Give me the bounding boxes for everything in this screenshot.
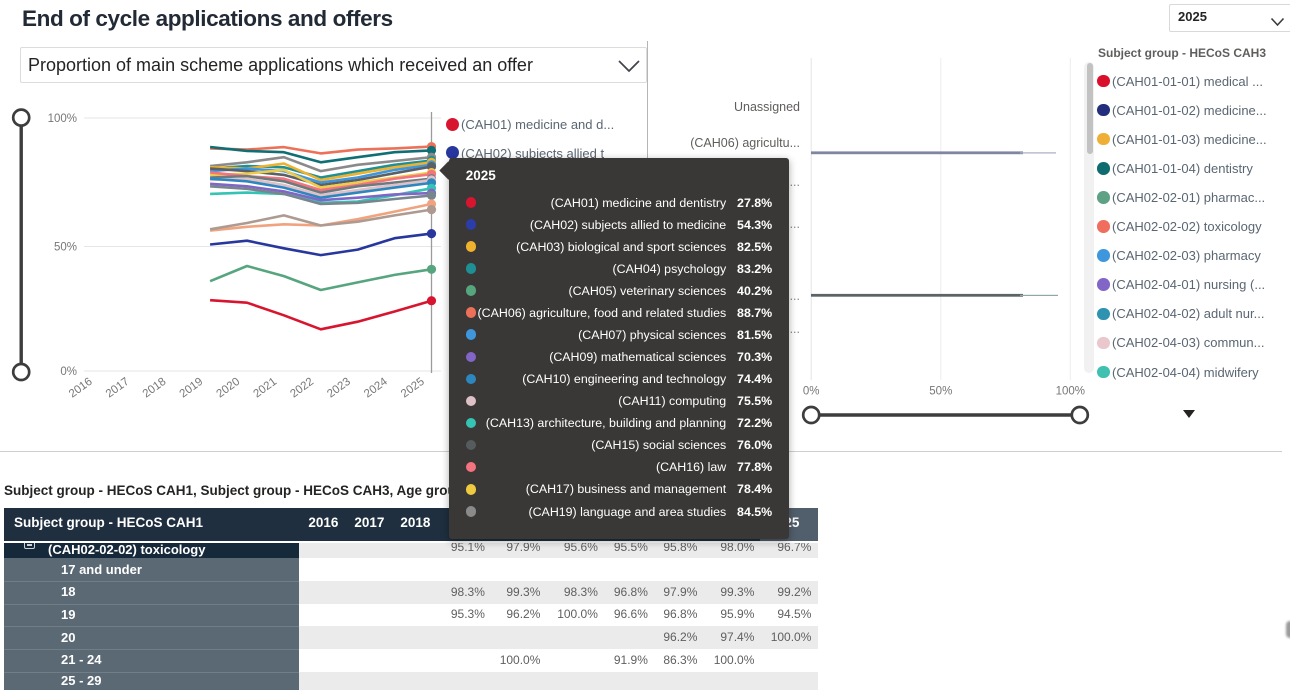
svg-text:2025: 2025 (399, 376, 427, 401)
svg-text:0%: 0% (60, 366, 77, 378)
svg-text:2021: 2021 (251, 376, 279, 401)
svg-text:2024: 2024 (362, 375, 390, 400)
svg-text:50%: 50% (929, 386, 952, 398)
svg-text:0%: 0% (803, 386, 820, 398)
svg-text:2017: 2017 (104, 376, 132, 401)
svg-text:2023: 2023 (325, 376, 353, 401)
svg-text:100%: 100% (1056, 386, 1085, 398)
svg-text:2020: 2020 (215, 376, 243, 401)
svg-text:100%: 100% (48, 113, 77, 125)
svg-text:2019: 2019 (178, 376, 206, 401)
svg-text:2018: 2018 (141, 376, 169, 401)
svg-text:2022: 2022 (288, 376, 316, 401)
svg-text:2016: 2016 (67, 376, 95, 401)
svg-text:50%: 50% (54, 242, 77, 254)
